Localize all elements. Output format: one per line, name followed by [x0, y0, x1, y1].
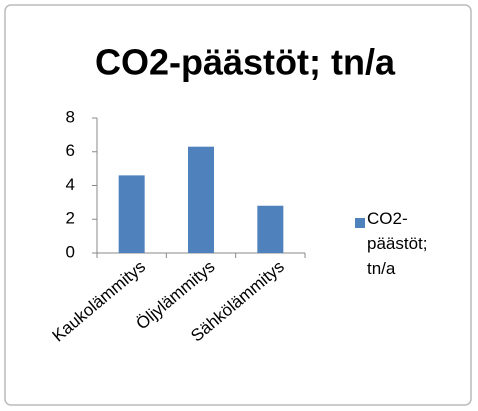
y-tick-label: 8: [66, 107, 75, 126]
legend-label: CO2-päästöt; tn/a: [367, 209, 428, 278]
bar: [118, 175, 145, 253]
y-tick-label: 6: [66, 141, 75, 160]
chart-border: [4, 4, 472, 406]
y-tick-label: 4: [66, 175, 75, 194]
legend-swatch: [355, 218, 365, 228]
bar: [257, 205, 284, 253]
bar: [188, 146, 214, 253]
chart-title: CO2-päästöt; tn/a: [95, 42, 396, 83]
y-tick-label: 0: [66, 242, 75, 261]
y-tick-label: 2: [66, 209, 75, 228]
